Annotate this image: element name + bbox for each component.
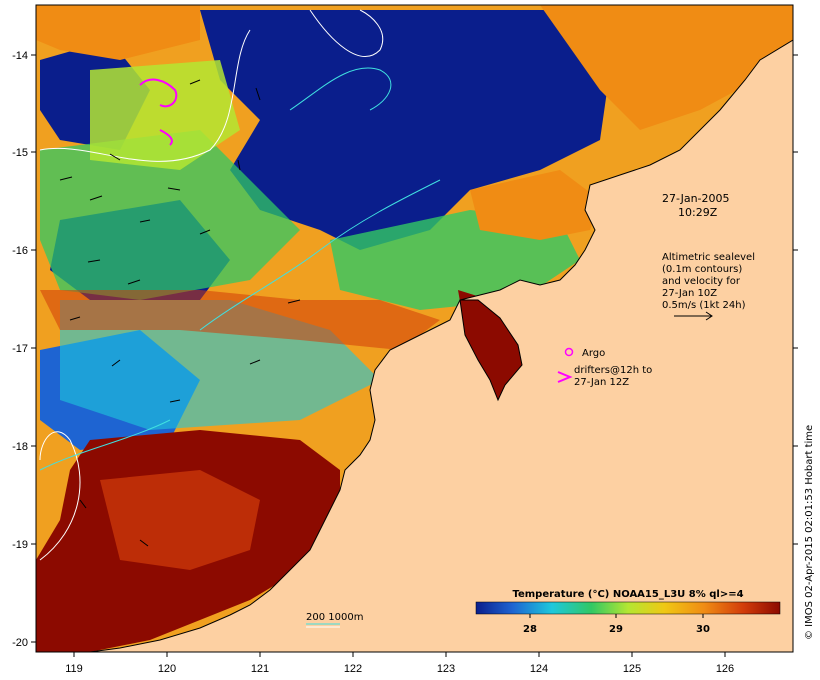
drifter-track — [139, 78, 178, 108]
y-tick-label: -20 — [12, 637, 28, 649]
axis-ticks — [31, 54, 798, 657]
peninsula — [459, 299, 523, 402]
warm-water-region-east — [470, 170, 600, 240]
drifters-line: drifters@12h to — [574, 365, 652, 376]
x-tick-label: 120 — [158, 663, 176, 675]
y-tick-label: -17 — [12, 343, 28, 355]
colorbar-title: Temperature (°C) NOAA15_L3U 8% ql>=4 — [512, 589, 743, 600]
colorbar-tick-label: 29 — [609, 624, 623, 635]
x-tick-label: 126 — [716, 663, 734, 675]
drifters-legend: drifters@12h to 27-Jan 12Z — [557, 365, 652, 388]
sealevel-contours — [39, 9, 383, 561]
altimetry-line: 27-Jan 10Z — [662, 288, 717, 299]
cyan-contours — [39, 67, 441, 471]
colorbar-gradient — [475, 601, 781, 615]
drifter-track-2 — [159, 129, 173, 146]
argo-marker-icon — [564, 347, 574, 357]
credit-text: © IMOS 02-Apr-2015 02:01:53 Hobart time — [804, 425, 815, 640]
green-water-region — [40, 130, 300, 300]
velocity-arrows — [59, 79, 301, 547]
yellow-water-region — [90, 60, 240, 170]
altimetry-line: 0.5m/s (1kt 24h) — [662, 300, 746, 311]
altimetry-line: Altimetric sealevel — [662, 252, 755, 263]
plot-frame — [35, 4, 794, 653]
warm-water-region-mid — [40, 290, 440, 350]
argo-legend: Argo — [564, 347, 605, 359]
y-axis-labels: -14 -15 -16 -17 -18 -19 -20 — [12, 50, 28, 649]
altimetry-legend: Altimetric sealevel (0.1m contours) and … — [662, 252, 755, 321]
altimetry-line: (0.1m contours) — [662, 264, 742, 275]
altimetry-line: and velocity for — [662, 276, 741, 287]
land-mass — [89, 39, 793, 652]
x-tick-label: 123 — [437, 663, 455, 675]
y-tick-label: -15 — [12, 147, 28, 159]
depth-scale-label: 200 1000m — [306, 612, 363, 623]
argo-label: Argo — [582, 348, 605, 359]
y-tick-label: -19 — [12, 539, 28, 551]
date-label: 27-Jan-2005 — [662, 192, 730, 205]
x-tick-label: 122 — [344, 663, 362, 675]
cold-water-region — [200, 10, 610, 250]
x-axis-labels: 119 120 121 122 123 124 125 126 — [65, 663, 734, 675]
colorbar-tick-label: 28 — [523, 624, 537, 635]
y-tick-label: -18 — [12, 441, 28, 453]
warm-water-region-nw — [36, 5, 200, 60]
x-tick-label: 121 — [251, 663, 269, 675]
depth-scale: 200 1000m — [306, 612, 363, 628]
x-tick-label: 119 — [65, 663, 83, 675]
drifters-line: 27-Jan 12Z — [574, 377, 629, 388]
drifter-marker-icon — [557, 371, 573, 383]
y-tick-label: -14 — [12, 50, 28, 62]
colorbar: Temperature (°C) NOAA15_L3U 8% ql>=4 28 … — [475, 589, 781, 635]
x-tick-label: 124 — [530, 663, 548, 675]
y-tick-label: -16 — [12, 245, 28, 257]
time-label: 10:29Z — [678, 206, 718, 219]
x-tick-label: 125 — [623, 663, 641, 675]
warm-water-region-ne — [540, 5, 793, 130]
velocity-scale-arrow-icon — [674, 311, 713, 321]
warm-patch-south — [100, 470, 260, 570]
colorbar-tick-label: 30 — [696, 624, 710, 635]
